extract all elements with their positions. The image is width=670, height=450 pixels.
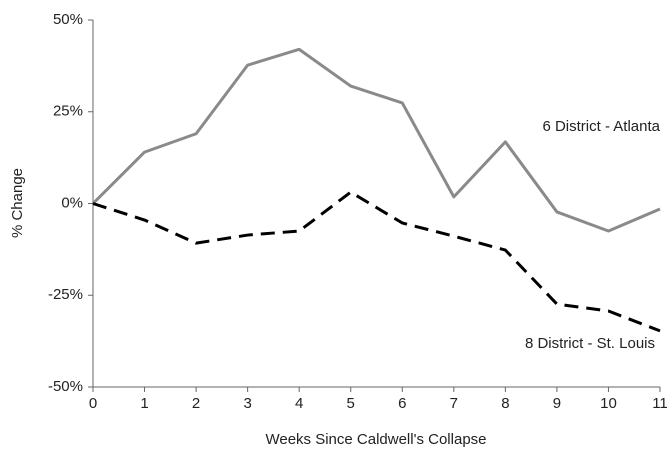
series-label: 8 District - St. Louis [525, 335, 655, 352]
y-tick-label: -25% [48, 286, 83, 303]
x-tick-label: 7 [450, 395, 458, 412]
y-tick-label: 25% [53, 103, 83, 120]
x-tick-label: 6 [398, 395, 406, 412]
x-tick-label: 3 [243, 395, 251, 412]
y-axis-label: % Change [9, 168, 26, 238]
x-tick-label: 10 [600, 395, 617, 412]
y-tick-label: 50% [53, 11, 83, 28]
x-tick-label: 8 [501, 395, 509, 412]
series-line [92, 190, 661, 333]
y-tick-label: 0% [61, 194, 83, 211]
x-tick-label: 4 [295, 395, 303, 412]
x-tick-label: 0 [89, 395, 97, 412]
x-axis-label: Weeks Since Caldwell's Collapse [265, 431, 486, 448]
x-tick-label: 11 [652, 395, 668, 412]
series-label: 6 District - Atlanta [542, 118, 660, 135]
x-tick-label: 9 [553, 395, 561, 412]
series-line [91, 47, 661, 233]
x-tick-label: 1 [140, 395, 148, 412]
x-tick-label: 5 [347, 395, 355, 412]
y-tick-label: -50% [48, 378, 83, 395]
x-tick-label: 2 [192, 395, 200, 412]
